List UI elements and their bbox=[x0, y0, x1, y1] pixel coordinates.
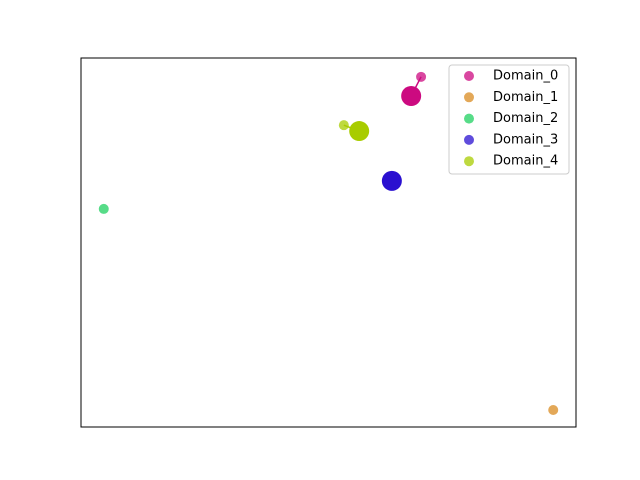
axes-frame bbox=[80, 57, 577, 428]
centroid bbox=[401, 86, 422, 107]
legend-marker bbox=[464, 134, 474, 145]
legend: Domain_0 Domain_1 Domain_2 Domain_3 Domain_4 bbox=[448, 64, 570, 175]
point bbox=[548, 405, 559, 416]
centroid bbox=[349, 121, 370, 142]
legend-label: Domain_0 bbox=[493, 69, 558, 84]
legend-label: Domain_3 bbox=[493, 132, 558, 147]
legend-label: Domain_2 bbox=[493, 111, 558, 126]
legend-marker bbox=[464, 113, 474, 124]
legend-marker bbox=[464, 156, 474, 167]
point bbox=[338, 120, 349, 131]
legend-label: Domain_1 bbox=[493, 90, 558, 105]
centroid bbox=[381, 170, 402, 191]
legend-marker bbox=[464, 92, 474, 103]
legend-label: Domain_4 bbox=[493, 154, 558, 169]
plot-area bbox=[98, 71, 559, 416]
point bbox=[98, 203, 109, 214]
legend-box bbox=[448, 64, 570, 175]
point bbox=[416, 71, 427, 82]
legend-marker bbox=[464, 71, 474, 81]
